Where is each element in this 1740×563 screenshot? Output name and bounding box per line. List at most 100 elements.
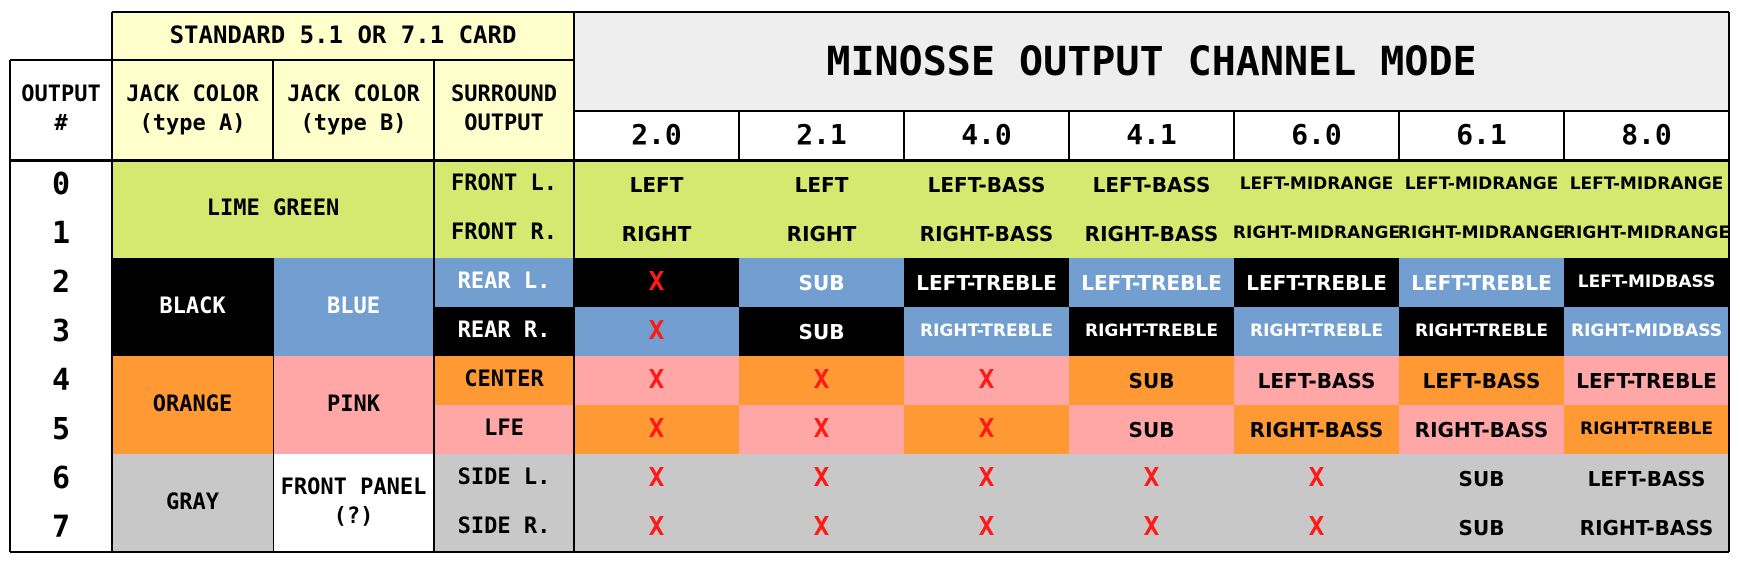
channel-assignment: RIGHT-BASS [1564, 503, 1729, 552]
grid-line [111, 12, 113, 552]
surround-label: LFE [434, 405, 574, 454]
unavailable-mark: X [1069, 503, 1234, 552]
channel-assignment: LEFT-BASS [1069, 160, 1234, 209]
grid-line [433, 160, 435, 552]
output-number: 6 [10, 454, 112, 503]
unavailable-mark: X [574, 454, 739, 503]
jack-lime-green: LIME GREEN [112, 160, 434, 258]
surround-label: CENTER [434, 356, 574, 405]
channel-assignment: LEFT-BASS [1234, 356, 1399, 405]
unavailable-mark: X [739, 405, 904, 454]
unavailable-mark: X [574, 307, 739, 356]
unavailable-mark: X [739, 454, 904, 503]
channel-assignment: LEFT-TREBLE [1069, 258, 1234, 307]
grid-line [272, 258, 274, 552]
unavailable-mark: X [739, 356, 904, 405]
grid-line [1068, 111, 1070, 160]
mode-header-2-0: 2.0 [574, 111, 739, 160]
grid-line [1233, 111, 1235, 160]
jack-type-b-blue: BLUE [273, 258, 434, 356]
unavailable-mark: X [904, 503, 1069, 552]
channel-assignment: SUB [739, 307, 904, 356]
output-column-header: OUTPUT # [10, 60, 112, 160]
unavailable-mark: X [1069, 454, 1234, 503]
grid-line [10, 158, 1729, 162]
grid-line [272, 60, 274, 160]
channel-assignment: SUB [1399, 454, 1564, 503]
channel-assignment: RIGHT-MIDBASS [1564, 307, 1729, 356]
jack-type-b-white: FRONT PANEL (?) [273, 454, 434, 552]
channel-assignment: SUB [1399, 503, 1564, 552]
jack-type-a-orange: ORANGE [112, 356, 273, 454]
mode-header-6-0: 6.0 [1234, 111, 1399, 160]
grid-line [574, 110, 1729, 112]
channel-assignment: RIGHT-MIDRANGE [1563, 209, 1730, 258]
output-number: 4 [10, 356, 112, 405]
channel-assignment: SUB [739, 258, 904, 307]
unavailable-mark: X [904, 454, 1069, 503]
channel-assignment: RIGHT-TREBLE [1234, 307, 1399, 356]
channel-assignment: LEFT-TREBLE [1399, 258, 1564, 307]
surround-label: REAR L. [434, 258, 574, 307]
channel-assignment: RIGHT-BASS [1234, 405, 1399, 454]
output-number: 3 [10, 307, 112, 356]
grid-line [10, 551, 1729, 553]
mode-header-6-1: 6.1 [1399, 111, 1564, 160]
unavailable-mark: X [1234, 503, 1399, 552]
mode-header-4-1: 4.1 [1069, 111, 1234, 160]
mode-header-8-0: 8.0 [1564, 111, 1729, 160]
channel-assignment: LEFT-MIDRANGE [1234, 160, 1399, 209]
grid-line [112, 11, 1729, 13]
grid-line [433, 60, 435, 160]
jack-type-a-header: JACK COLOR (type A) [112, 60, 273, 160]
grid-line [1728, 12, 1730, 552]
channel-assignment: LEFT-MIDBASS [1564, 258, 1729, 307]
channel-assignment: RIGHT-MIDRANGE [1233, 209, 1400, 258]
surround-label: FRONT L. [434, 160, 574, 209]
unavailable-mark: X [1234, 454, 1399, 503]
channel-assignment: LEFT-BASS [1399, 356, 1564, 405]
unavailable-mark: X [574, 405, 739, 454]
channel-assignment: LEFT-TREBLE [1564, 356, 1729, 405]
grid-line [738, 111, 740, 160]
mode-header-2-1: 2.1 [739, 111, 904, 160]
channel-assignment: RIGHT-BASS [1399, 405, 1564, 454]
output-number: 1 [10, 209, 112, 258]
channel-assignment: LEFT [574, 160, 739, 209]
channel-assignment: LEFT-MIDRANGE [1564, 160, 1729, 209]
output-number: 7 [10, 503, 112, 552]
channel-assignment: RIGHT-BASS [904, 209, 1069, 258]
output-number: 0 [10, 160, 112, 209]
channel-assignment: SUB [1069, 405, 1234, 454]
surround-label: SIDE L. [434, 454, 574, 503]
channel-assignment: LEFT [739, 160, 904, 209]
channel-assignment: LEFT-BASS [904, 160, 1069, 209]
channel-assignment: SUB [1069, 356, 1234, 405]
card-group-header: STANDARD 5.1 OR 7.1 CARD [112, 12, 574, 60]
channel-assignment: LEFT-BASS [1564, 454, 1729, 503]
output-number: 5 [10, 405, 112, 454]
table-title: MINOSSE OUTPUT CHANNEL MODE [574, 12, 1729, 111]
unavailable-mark: X [574, 503, 739, 552]
jack-type-a-black: BLACK [112, 258, 273, 356]
unavailable-mark: X [739, 503, 904, 552]
surround-label: SIDE R. [434, 503, 574, 552]
grid-line [903, 111, 905, 160]
grid-line [1398, 111, 1400, 160]
channel-assignment: RIGHT-MIDRANGE [1398, 209, 1565, 258]
channel-assignment: RIGHT [739, 209, 904, 258]
jack-type-a-gray: GRAY [112, 454, 273, 552]
unavailable-mark: X [904, 356, 1069, 405]
output-number: 2 [10, 258, 112, 307]
channel-assignment: LEFT-TREBLE [904, 258, 1069, 307]
channel-assignment: LEFT-MIDRANGE [1399, 160, 1564, 209]
surround-output-header: SURROUND OUTPUT [434, 60, 574, 160]
jack-type-b-pink: PINK [273, 356, 434, 454]
grid-line [9, 60, 11, 552]
surround-label: REAR R. [434, 307, 574, 356]
channel-assignment: RIGHT-TREBLE [904, 307, 1069, 356]
channel-assignment: LEFT-TREBLE [1234, 258, 1399, 307]
channel-assignment: RIGHT-TREBLE [1564, 405, 1729, 454]
grid-line [10, 59, 574, 61]
unavailable-mark: X [574, 258, 739, 307]
